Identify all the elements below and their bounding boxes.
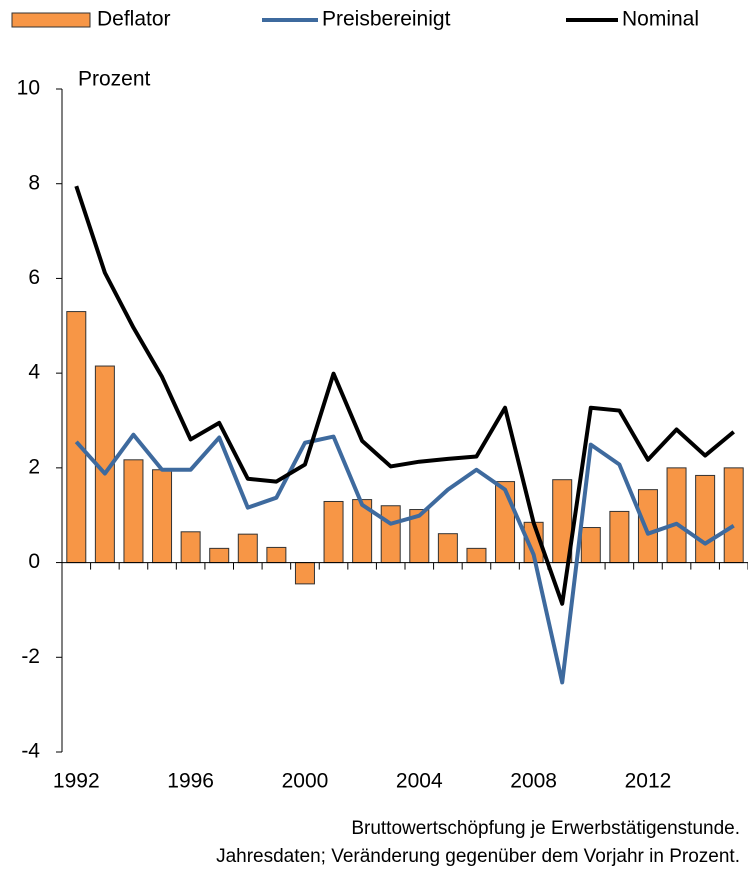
y-tick-label: 10 — [17, 77, 40, 100]
bar — [380, 505, 401, 564]
bar — [666, 467, 687, 564]
legend-label: Deflator — [97, 8, 171, 31]
bar — [237, 533, 258, 564]
x-tick-label: 2012 — [625, 770, 672, 793]
legend-swatch — [11, 12, 91, 28]
bar — [323, 500, 344, 564]
bar — [637, 489, 658, 564]
bar — [152, 469, 173, 564]
line — [74, 432, 735, 685]
y-tick-label: 4 — [28, 361, 40, 384]
bar — [180, 531, 201, 564]
y-tick-label: 6 — [28, 266, 40, 289]
bar — [294, 562, 315, 585]
footnote: Bruttowertschöpfung je Erwerbstätigenstu… — [351, 818, 740, 839]
bar — [466, 547, 487, 564]
bar — [723, 467, 744, 564]
x-tick-label: 1996 — [167, 770, 214, 793]
bar — [437, 533, 458, 564]
bar — [695, 474, 716, 564]
x-tick-label: 1992 — [53, 770, 100, 793]
bar — [123, 459, 144, 564]
footnote: Jahresdaten; Veränderung gegenüber dem V… — [216, 846, 740, 867]
y-axis-label: Prozent — [78, 68, 151, 91]
bar — [66, 311, 87, 564]
x-tick-label: 2004 — [396, 770, 443, 793]
x-tick-label: 2000 — [282, 770, 329, 793]
y-tick-label: -2 — [21, 645, 40, 668]
x-tick-label: 2008 — [510, 770, 557, 793]
bar — [609, 510, 630, 564]
y-tick-label: -4 — [21, 740, 40, 763]
line — [74, 185, 735, 606]
y-tick-label: 0 — [28, 550, 40, 573]
y-tick-label: 2 — [28, 455, 40, 478]
legend-label: Preisbereinigt — [322, 8, 451, 31]
legend-label: Nominal — [622, 8, 699, 31]
y-tick-label: 8 — [28, 171, 40, 194]
bar — [209, 547, 230, 564]
bar — [580, 527, 601, 564]
bar — [266, 546, 287, 564]
